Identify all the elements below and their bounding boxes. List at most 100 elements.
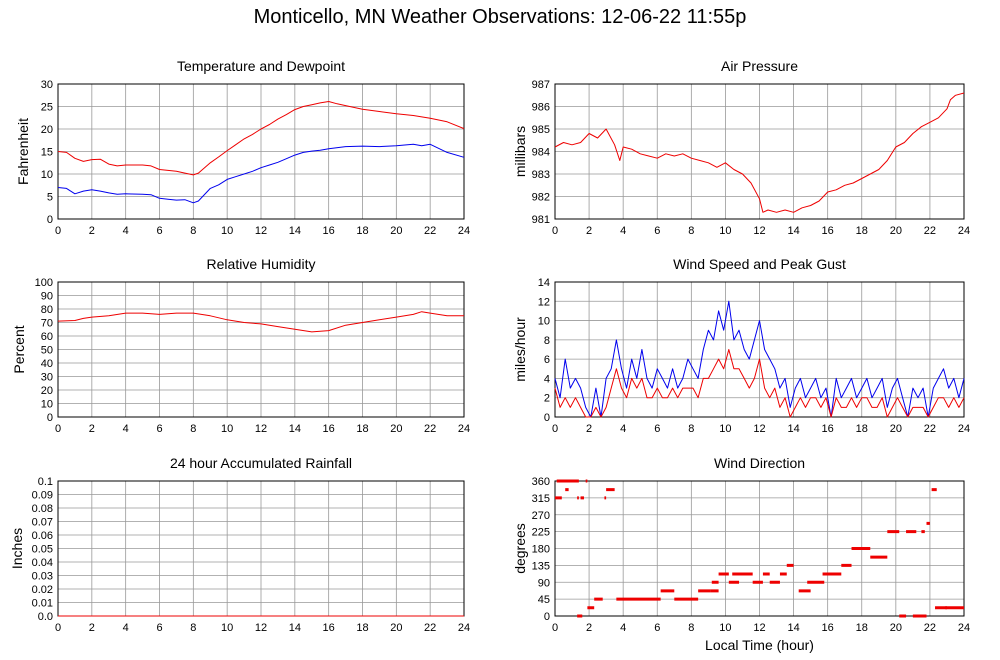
x-tick-label: 16: [822, 423, 834, 435]
y-tick-label: 40: [41, 358, 53, 370]
y-axis-label: degrees: [512, 523, 528, 574]
x-tick-label: 20: [890, 225, 902, 237]
y-tick-label: 6: [544, 354, 550, 366]
x-tick-label: 22: [924, 622, 936, 634]
y-tick-label: 985: [532, 124, 550, 136]
x-tick-label: 18: [356, 225, 368, 237]
x-tick-label: 4: [123, 423, 129, 435]
x-tick-label: 18: [856, 225, 868, 237]
x-tick-label: 6: [156, 423, 162, 435]
y-axis-label: Fahrenheit: [15, 118, 31, 185]
y-tick-label: 14: [538, 277, 550, 289]
y-tick-label: 45: [538, 594, 550, 606]
x-tick-label: 14: [289, 423, 301, 435]
y-tick-label: 25: [41, 102, 53, 114]
x-tick-label: 16: [822, 622, 834, 634]
x-tick-label: 12: [255, 225, 267, 237]
x-tick-label: 8: [688, 423, 694, 435]
x-tick-label: 10: [719, 423, 731, 435]
x-tick-label: 14: [787, 622, 799, 634]
chart-title: Air Pressure: [721, 58, 798, 74]
y-tick-label: 2: [544, 393, 550, 405]
y-axis-label: millibars: [512, 126, 528, 177]
x-tick-label: 20: [390, 423, 402, 435]
x-tick-label: 14: [289, 225, 301, 237]
x-tick-label: 14: [787, 423, 799, 435]
y-tick-label: 70: [41, 318, 53, 330]
y-tick-label: 90: [538, 577, 550, 589]
x-tick-label: 4: [620, 622, 626, 634]
y-tick-label: 0.1: [38, 476, 53, 488]
x-tick-label: 18: [356, 423, 368, 435]
x-tick-label: 24: [958, 423, 970, 435]
x-tick-label: 16: [323, 622, 335, 634]
y-tick-label: 60: [41, 331, 53, 343]
y-tick-label: 315: [532, 493, 550, 505]
series-line-blue: [57, 143, 465, 204]
y-tick-label: 12: [538, 296, 550, 308]
x-tick-label: 6: [654, 225, 660, 237]
x-tick-label: 18: [856, 423, 868, 435]
y-tick-label: 0: [47, 412, 53, 424]
x-tick-label: 4: [123, 225, 129, 237]
y-tick-label: 0.05: [32, 544, 53, 556]
x-tick-label: 16: [323, 423, 335, 435]
series-line-red: [57, 101, 465, 176]
x-tick-label: 22: [924, 423, 936, 435]
y-tick-label: 20: [41, 124, 53, 136]
y-tick-label: 8: [544, 335, 550, 347]
series-line-red: [57, 311, 464, 333]
x-tick-label: 20: [390, 225, 402, 237]
x-tick-label: 24: [958, 622, 970, 634]
x-tick-label: 0: [552, 622, 558, 634]
series-line-red: [554, 349, 965, 418]
x-tick-label: 16: [822, 225, 834, 237]
x-tick-label: 2: [89, 423, 95, 435]
y-tick-label: 4: [544, 373, 550, 385]
y-tick-label: 90: [41, 291, 53, 303]
y-tick-label: 10: [41, 169, 53, 181]
y-tick-label: 10: [41, 399, 53, 411]
x-tick-label: 24: [458, 622, 470, 634]
x-tick-label: 18: [856, 622, 868, 634]
x-tick-label: 10: [221, 423, 233, 435]
y-tick-label: 15: [41, 147, 53, 159]
x-tick-label: 20: [390, 622, 402, 634]
x-tick-label: 10: [719, 622, 731, 634]
x-tick-label: 22: [424, 423, 436, 435]
y-tick-label: 0.08: [32, 503, 53, 515]
y-tick-label: 30: [41, 79, 53, 91]
y-tick-label: 50: [41, 345, 53, 357]
y-tick-label: 982: [532, 192, 550, 204]
x-tick-label: 8: [688, 225, 694, 237]
x-tick-label: 22: [424, 225, 436, 237]
x-axis-label: Local Time (hour): [705, 637, 814, 653]
y-tick-label: 20: [41, 385, 53, 397]
chart-title: Temperature and Dewpoint: [177, 58, 345, 74]
page-title: Monticello, MN Weather Observations: 12-…: [253, 6, 747, 28]
y-tick-label: 180: [532, 544, 550, 556]
x-tick-label: 20: [890, 423, 902, 435]
x-tick-label: 8: [688, 622, 694, 634]
x-tick-label: 22: [424, 622, 436, 634]
x-tick-label: 0: [55, 622, 61, 634]
y-tick-label: 0.01: [32, 598, 53, 610]
x-tick-label: 0: [55, 225, 61, 237]
x-tick-label: 4: [620, 423, 626, 435]
y-axis-label: miles/hour: [512, 317, 528, 382]
plot-frame: [57, 281, 465, 418]
y-tick-label: 80: [41, 304, 53, 316]
x-tick-label: 12: [255, 423, 267, 435]
x-tick-label: 18: [356, 622, 368, 634]
x-tick-label: 10: [221, 622, 233, 634]
chart-title: 24 hour Accumulated Rainfall: [170, 455, 352, 471]
x-tick-label: 14: [787, 225, 799, 237]
y-tick-label: 0: [47, 214, 53, 226]
y-tick-label: 0.03: [32, 571, 53, 583]
y-tick-label: 986: [532, 102, 550, 114]
y-tick-label: 0.09: [32, 490, 53, 502]
y-tick-label: 5: [47, 192, 53, 204]
